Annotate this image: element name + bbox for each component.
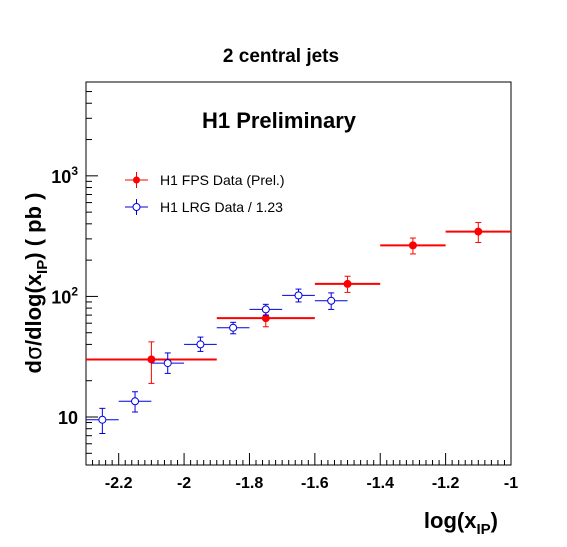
series-fps xyxy=(86,222,511,384)
legend-fps-marker xyxy=(133,176,140,184)
x-axis-ticks: -2.2 -2 -1.8 -1.6 -1.4 -1.2 -1 xyxy=(85,453,518,492)
y-tick-label: 103 xyxy=(51,164,78,187)
data-point xyxy=(261,314,270,323)
x-tick-label: -2 xyxy=(177,475,191,492)
y-tick-label-exponent: 2 xyxy=(71,284,78,298)
x-axis-label-end: ) xyxy=(491,508,498,533)
plot-frame xyxy=(85,81,512,466)
y-tick-label: 10 xyxy=(58,408,78,428)
x-axis-label-base: log(x xyxy=(424,508,477,533)
data-point xyxy=(196,340,205,349)
series-lrg xyxy=(86,288,348,434)
data-point xyxy=(98,415,107,424)
y-tick-label-base: 10 xyxy=(51,167,71,187)
y-tick-label-base: 10 xyxy=(58,408,78,428)
data-point xyxy=(229,323,238,332)
y-axis-label: dσ/dlog(xIP) ( pb ) xyxy=(21,193,51,374)
x-tick-label: -1 xyxy=(504,475,518,492)
data-point xyxy=(294,291,303,300)
y-axis-label-mid: /dlog(x xyxy=(21,273,46,346)
x-axis-label: log(xIP) xyxy=(424,508,498,538)
legend-entry-lrg: H1 LRG Data / 1.23 xyxy=(125,199,283,215)
data-point xyxy=(147,355,156,364)
data-point xyxy=(327,296,336,305)
x-tick-label: -1.8 xyxy=(236,475,264,492)
y-tick-label: 102 xyxy=(51,284,78,307)
x-tick-label: -1.2 xyxy=(432,475,460,492)
x-tick-label: -2.2 xyxy=(105,475,133,492)
annotation-h1-preliminary: H1 Preliminary xyxy=(202,108,357,133)
legend-lrg-label: H1 LRG Data / 1.23 xyxy=(160,199,283,215)
y-axis-label-sigma: σ xyxy=(22,346,47,360)
data-point xyxy=(131,397,140,406)
data-point xyxy=(163,359,172,368)
data-point xyxy=(261,305,270,314)
y-axis-label-sub: IP xyxy=(34,260,51,274)
x-tick-label: -1.4 xyxy=(366,475,394,492)
y-tick-label-exponent: 3 xyxy=(71,164,78,178)
series-layer xyxy=(86,222,511,434)
x-axis-label-sub: IP xyxy=(476,521,490,538)
legend-fps-label: H1 FPS Data (Prel.) xyxy=(160,172,284,188)
x-tick-label: -1.6 xyxy=(301,475,329,492)
y-axis-label-pre: d xyxy=(21,360,46,373)
y-minor-ticks xyxy=(86,81,98,466)
legend-entry-fps: H1 FPS Data (Prel.) xyxy=(125,172,284,188)
legend: H1 FPS Data (Prel.) H1 LRG Data / 1.23 xyxy=(125,172,284,215)
data-point xyxy=(474,227,483,236)
data-point xyxy=(408,241,417,250)
y-axis-label-post: ) ( pb ) xyxy=(21,193,46,260)
y-tick-label-base: 10 xyxy=(51,287,71,307)
chart-title: 2 central jets xyxy=(223,46,339,67)
legend-lrg-marker xyxy=(132,203,141,211)
data-point xyxy=(343,279,352,288)
